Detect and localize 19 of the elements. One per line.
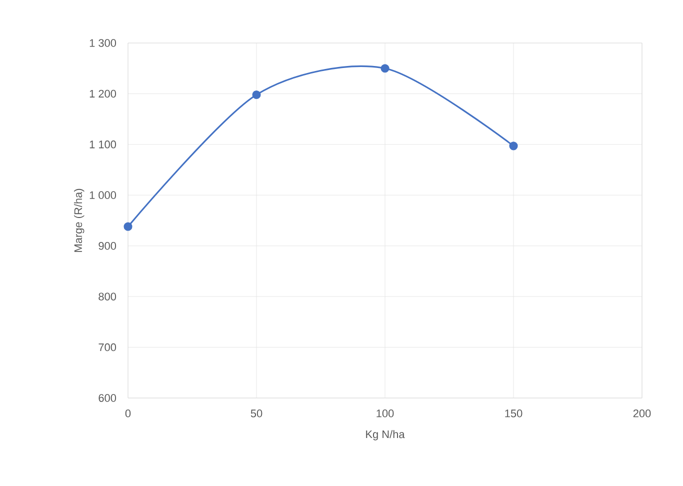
y-axis-title: Marge (R/ha) — [74, 188, 84, 252]
x-tick-label: 0 — [125, 410, 131, 418]
x-axis-title: Kg N/ha — [366, 430, 405, 440]
y-tick-label: 600 — [98, 394, 116, 402]
y-tick-label: 1 000 — [90, 191, 116, 200]
point — [124, 222, 132, 231]
x-tick-label: 50 — [250, 410, 262, 418]
y-tick-label: 900 — [98, 242, 116, 250]
point — [509, 142, 518, 150]
y-tick-label: 1 300 — [90, 39, 116, 47]
point — [380, 64, 390, 73]
y-tick-label: 700 — [98, 343, 116, 352]
x-tick-label: 100 — [376, 410, 394, 418]
x-tick-label: 200 — [633, 410, 651, 418]
y-tick-label: 1 100 — [90, 140, 116, 148]
y-tick-label: 1 200 — [90, 90, 116, 98]
x-tick-label: 150 — [505, 410, 522, 418]
point — [252, 90, 261, 100]
y-tick-label: 800 — [98, 292, 116, 300]
